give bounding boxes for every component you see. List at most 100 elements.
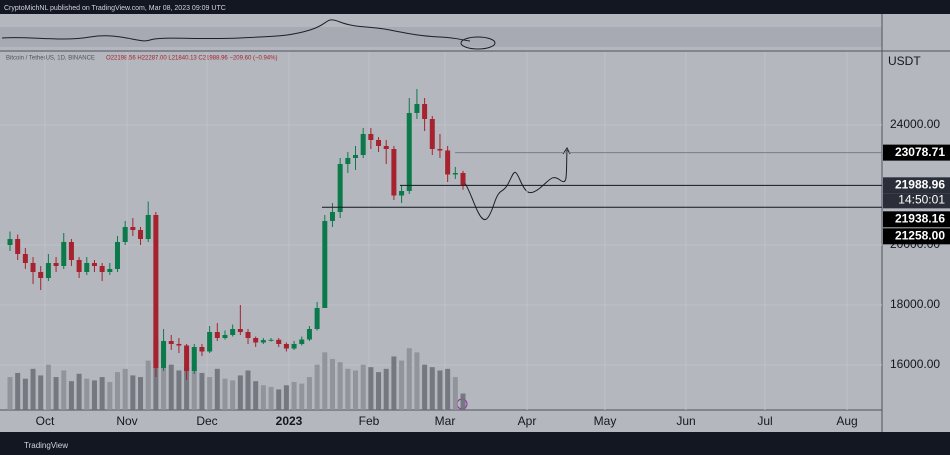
volume-bar [22,378,28,410]
volume-bar [7,377,13,410]
candle-body [22,253,28,263]
volume-bar [353,370,359,410]
candle-body [306,328,312,340]
candle-body [45,262,51,278]
x-tick-label: Oct [36,414,55,428]
candle-body [406,112,412,191]
candle-body [260,340,266,343]
candle-body [184,345,190,371]
candle-body [114,241,120,269]
volume-bar [414,352,420,410]
candle-body [130,226,136,230]
chart-background [0,14,950,432]
volume-bar [61,370,67,410]
candle-body [191,346,197,371]
candle-body [299,339,305,344]
volume-bar [452,377,458,410]
candle-body [276,339,282,344]
candle-body [38,271,44,278]
volume-bar [429,367,435,410]
x-tick-label: Aug [836,414,857,428]
volume-bar [314,364,320,410]
price-label: 21258.00 [895,228,945,242]
candle-body [91,262,97,266]
volume-bar [406,348,412,410]
volume-bar [84,378,90,410]
volume-bar [53,377,59,410]
volume-bar [230,380,236,410]
volume-bar [276,389,282,410]
candle-body [383,145,389,149]
candle-body [445,150,451,175]
volume-bar [245,370,251,410]
header: CryptoMichNL published on TradingView.co… [4,5,226,12]
y-tick-label: 16000.00 [890,357,940,371]
symbol: Bitcoin / TetherUS, 1D, BINANCE [6,56,95,62]
x-tick-label: Nov [116,414,137,428]
candle-body [414,103,420,113]
price-label-bg [883,211,950,228]
volume-bar [168,364,174,410]
candle-body [329,211,335,221]
volume-bar [253,381,259,410]
x-tick-label: Jun [676,414,695,428]
candle-body [268,339,274,341]
candle-body [145,214,151,239]
price-label: 21938.16 [895,211,945,225]
candle-body [30,262,36,272]
volume-bar [138,377,144,410]
volume-bar [391,356,397,410]
volume-bar [184,367,190,410]
volume-bar [91,380,97,410]
candle-body [399,190,405,196]
volume-bar [15,372,21,410]
x-tick-label: Feb [359,414,380,428]
candle-body [207,331,213,352]
x-tick-label: May [594,414,617,428]
x-tick-label: 2023 [276,414,303,428]
volume-bar [422,364,428,410]
volume-bar [437,370,443,410]
candle-body [376,139,382,146]
volume-bar [122,368,128,410]
candle-body [76,259,82,272]
candle-body [245,331,251,338]
candle-body [222,334,228,338]
candle-body [314,307,320,329]
candle-body [391,148,397,196]
volume-bar [306,377,312,410]
countdown: 14:50:01 [898,192,945,206]
price-label: 23078.71 [895,145,945,159]
x-tick-label: Mar [435,414,456,428]
y-tick-label: 18000.00 [890,297,940,311]
volume-bar [283,385,289,410]
volume-bar [360,364,366,410]
volume-bar [368,367,374,410]
volume-bar [383,368,389,410]
candle-body [176,343,182,346]
volume-bar [207,377,213,410]
volume-bar [299,383,305,410]
y-tick-label: 24000.00 [890,117,940,131]
x-tick-label: Jul [757,414,772,428]
candle-body [99,265,105,272]
volume-bar [45,364,51,410]
candle-body [253,337,259,343]
indicator-line [1,19,471,42]
candle-body [360,133,366,155]
candle-body [230,328,236,335]
candle-body [138,229,144,239]
price-label-bg [883,144,950,161]
currency: USDT [888,54,921,68]
volume-bar [191,360,197,410]
volume-bar [237,375,243,410]
projection-arrow [562,147,571,155]
volume-bar [345,368,351,410]
volume-bar [76,373,82,410]
candle-body [15,238,21,254]
indicator-circle [460,36,496,50]
countdown-bg [883,193,950,209]
candle-body [337,163,343,212]
